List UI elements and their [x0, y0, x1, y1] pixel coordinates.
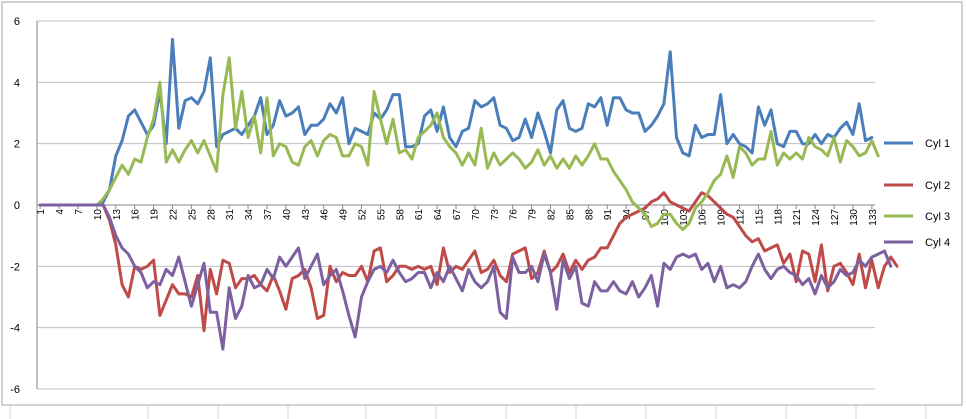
y-tick-label: 2 — [14, 139, 20, 151]
x-tick-label: 106 — [698, 209, 709, 226]
x-tick-label: 109 — [717, 209, 728, 226]
spreadsheet-gridlines — [9, 405, 927, 419]
x-tick-label: 22 — [168, 209, 179, 221]
x-tick-label: 82 — [547, 209, 558, 221]
x-tick-label: 1 — [36, 209, 47, 215]
x-tick-label: 112 — [736, 209, 747, 225]
x-tick-label: 46 — [320, 209, 331, 221]
x-tick-label: 85 — [565, 209, 576, 221]
x-tick-label: 52 — [357, 209, 368, 221]
series-line-1[interactable] — [38, 37, 874, 207]
x-tick-label: 34 — [244, 209, 255, 221]
x-tick-label: 88 — [584, 209, 595, 221]
x-tick-label: 67 — [452, 209, 463, 221]
x-tick-label: 37 — [263, 209, 274, 221]
legend-label-2: Cyl 2 — [925, 180, 950, 192]
x-tick-label: 124 — [811, 209, 822, 226]
x-tick-label: 76 — [509, 209, 520, 221]
x-tick-label: 127 — [830, 209, 841, 226]
x-tick-label: 94 — [622, 209, 633, 221]
legend-label-4: Cyl 4 — [925, 237, 950, 249]
x-tick-label: 121 — [792, 209, 803, 226]
x-tick-label: 28 — [206, 209, 217, 221]
series-lines — [38, 37, 899, 351]
x-tick-label: 103 — [679, 209, 690, 226]
series-line-2[interactable] — [38, 191, 899, 333]
y-tick-label: -6 — [10, 384, 20, 396]
series-line-3[interactable] — [38, 56, 880, 231]
x-tick-label: 73 — [490, 209, 501, 221]
y-axis-tick-labels: -6 -4 -2 0 2 4 6 — [10, 16, 20, 396]
x-tick-label: 40 — [282, 209, 293, 221]
x-tick-label: 43 — [301, 209, 312, 221]
y-tick-label: 6 — [14, 16, 20, 28]
y-tick-label: 0 — [14, 200, 20, 212]
x-tick-label: 130 — [849, 209, 860, 226]
y-tick-label: -2 — [10, 261, 20, 273]
x-tick-label: 115 — [754, 209, 765, 225]
series-line-4[interactable] — [38, 203, 893, 351]
legend[interactable]: Cyl 1 Cyl 2 Cyl 3 Cyl 4 — [884, 138, 950, 249]
x-tick-label: 55 — [376, 209, 387, 221]
x-tick-label: 64 — [433, 209, 444, 221]
x-tick-label: 61 — [414, 209, 425, 221]
x-axis-tick-labels: 1 4 7 10 13 16 19 22 25 28 31 34 37 40 43 46 49 52 55 58 61 6… — [36, 205, 879, 226]
legend-label-1: Cyl 1 — [925, 138, 950, 150]
x-tick-label: 4 — [55, 209, 66, 215]
x-tick-label: 70 — [471, 209, 482, 221]
x-tick-label: 58 — [395, 209, 406, 221]
y-tick-label: 4 — [14, 77, 20, 89]
x-tick-label: 31 — [225, 209, 236, 221]
legend-label-3: Cyl 3 — [925, 211, 950, 223]
x-tick-label: 49 — [339, 209, 350, 221]
x-tick-label: 13 — [112, 209, 123, 221]
x-tick-label: 100 — [660, 209, 671, 226]
x-tick-label: 19 — [150, 209, 161, 221]
x-tick-label: 91 — [603, 209, 614, 221]
x-tick-label: 79 — [528, 209, 539, 221]
x-tick-label: 10 — [93, 209, 104, 221]
x-tick-label: 133 — [868, 209, 879, 226]
x-tick-label: 16 — [131, 209, 142, 221]
y-tick-label: -4 — [10, 323, 20, 335]
x-tick-label: 25 — [187, 209, 198, 221]
x-tick-label: 7 — [74, 209, 85, 215]
chart-area[interactable] — [1, 1, 963, 406]
x-tick-label: 118 — [773, 209, 784, 225]
